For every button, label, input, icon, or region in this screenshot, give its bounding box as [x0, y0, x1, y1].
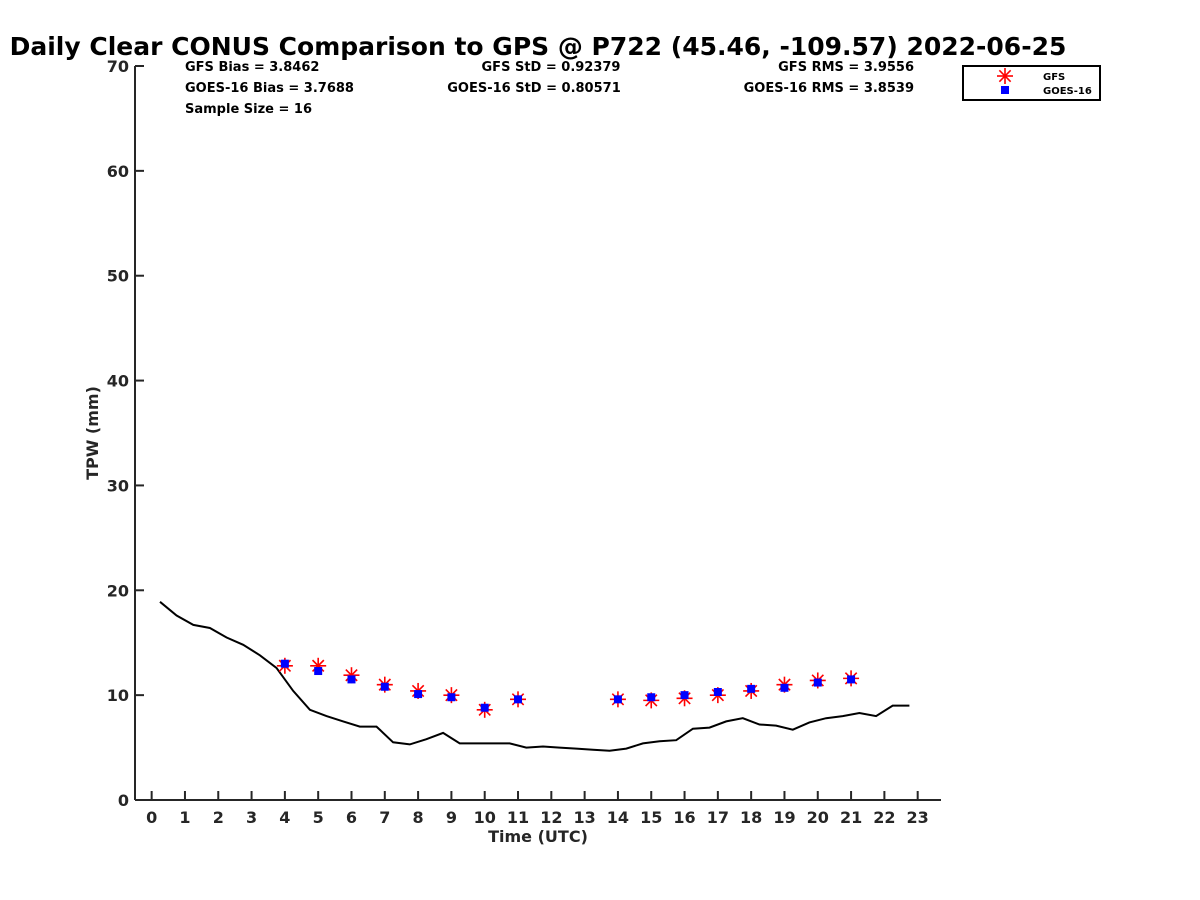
goes-point — [280, 659, 289, 668]
y-ticks: 0 10 20 30 40 50 60 70 — [107, 57, 144, 810]
y-tick-label: 50 — [107, 267, 129, 286]
gps-series — [159, 601, 910, 752]
x-tick-label: 2 — [213, 808, 224, 827]
x-tick-label: 22 — [873, 808, 895, 827]
gfs-bias-text: GFS Bias = 3.8462 — [185, 60, 319, 75]
legend: GFS GOES-16 — [962, 65, 1101, 101]
y-axis-label: TPW (mm) — [83, 386, 102, 480]
x-tick-label: 16 — [673, 808, 695, 827]
goes-std-text: GOES-16 StD = 0.80571 — [447, 81, 621, 96]
x-tick-label: 7 — [379, 808, 390, 827]
goes-bias-text: GOES-16 Bias = 3.7688 — [185, 81, 354, 96]
goes-point — [380, 682, 389, 691]
x-tick-label: 1 — [179, 808, 190, 827]
x-tick-label: 23 — [907, 808, 929, 827]
goes-point — [680, 691, 689, 700]
legend-gfs-asterisk — [997, 68, 1013, 84]
legend-goes-label: GOES-16 — [1043, 86, 1092, 97]
x-ticks: 0 1 2 3 4 5 6 7 8 9 10 11 12 13 14 15 16 17 18 19 20 21 22 23 — [146, 791, 929, 827]
x-tick-label: 19 — [773, 808, 795, 827]
x-tick-label: 5 — [313, 808, 324, 827]
y-tick-label: 30 — [107, 476, 129, 495]
gfs-series — [276, 657, 860, 718]
goes-point — [647, 693, 656, 702]
gfs-std-text: GFS StD = 0.92379 — [482, 60, 621, 75]
legend-gfs-marker — [997, 68, 1013, 84]
goes-point — [713, 687, 722, 696]
y-tick-label: 70 — [107, 57, 129, 76]
x-tick-label: 3 — [246, 808, 257, 827]
legend-goes-marker — [1001, 86, 1009, 94]
goes-point — [414, 690, 423, 699]
goes-point — [314, 667, 323, 676]
sample-size-text: Sample Size = 16 — [185, 102, 312, 117]
y-tick-label: 40 — [107, 372, 129, 391]
goes-point — [447, 693, 456, 702]
x-tick-label: 8 — [413, 808, 424, 827]
axes — [134, 66, 941, 801]
y-tick-label: 0 — [118, 791, 129, 810]
goes-point — [747, 684, 756, 693]
goes-point — [780, 683, 789, 692]
goes-point — [514, 695, 523, 704]
goes-rms-text: GOES-16 RMS = 3.8539 — [744, 81, 914, 96]
x-tick-label: 18 — [740, 808, 762, 827]
x-tick-label: 12 — [540, 808, 562, 827]
x-tick-label: 0 — [146, 808, 157, 827]
x-tick-label: 13 — [573, 808, 595, 827]
y-tick-label: 60 — [107, 162, 129, 181]
gps-line — [159, 601, 910, 752]
y-tick-label: 10 — [107, 686, 129, 705]
x-tick-label: 20 — [807, 808, 829, 827]
goes-point — [480, 703, 489, 712]
goes-point — [613, 695, 622, 704]
x-tick-label: 4 — [279, 808, 290, 827]
x-tick-label: 9 — [446, 808, 457, 827]
gfs-rms-text: GFS RMS = 3.9556 — [778, 60, 914, 75]
x-tick-label: 11 — [507, 808, 529, 827]
y-tick-label: 20 — [107, 581, 129, 600]
x-tick-label: 21 — [840, 808, 862, 827]
x-axis-label: Time (UTC) — [488, 827, 588, 846]
legend-box — [962, 65, 1101, 101]
legend-gfs-label: GFS — [1043, 72, 1065, 83]
goes-point — [347, 675, 356, 684]
goes-point — [847, 675, 856, 684]
goes-series — [280, 659, 856, 712]
chart-title: Daily Clear CONUS Comparison to GPS @ P7… — [10, 32, 1067, 61]
x-tick-label: 10 — [474, 808, 496, 827]
x-tick-label: 6 — [346, 808, 357, 827]
x-tick-label: 15 — [640, 808, 662, 827]
goes-point — [813, 678, 822, 687]
x-tick-label: 14 — [607, 808, 629, 827]
x-tick-label: 17 — [707, 808, 729, 827]
